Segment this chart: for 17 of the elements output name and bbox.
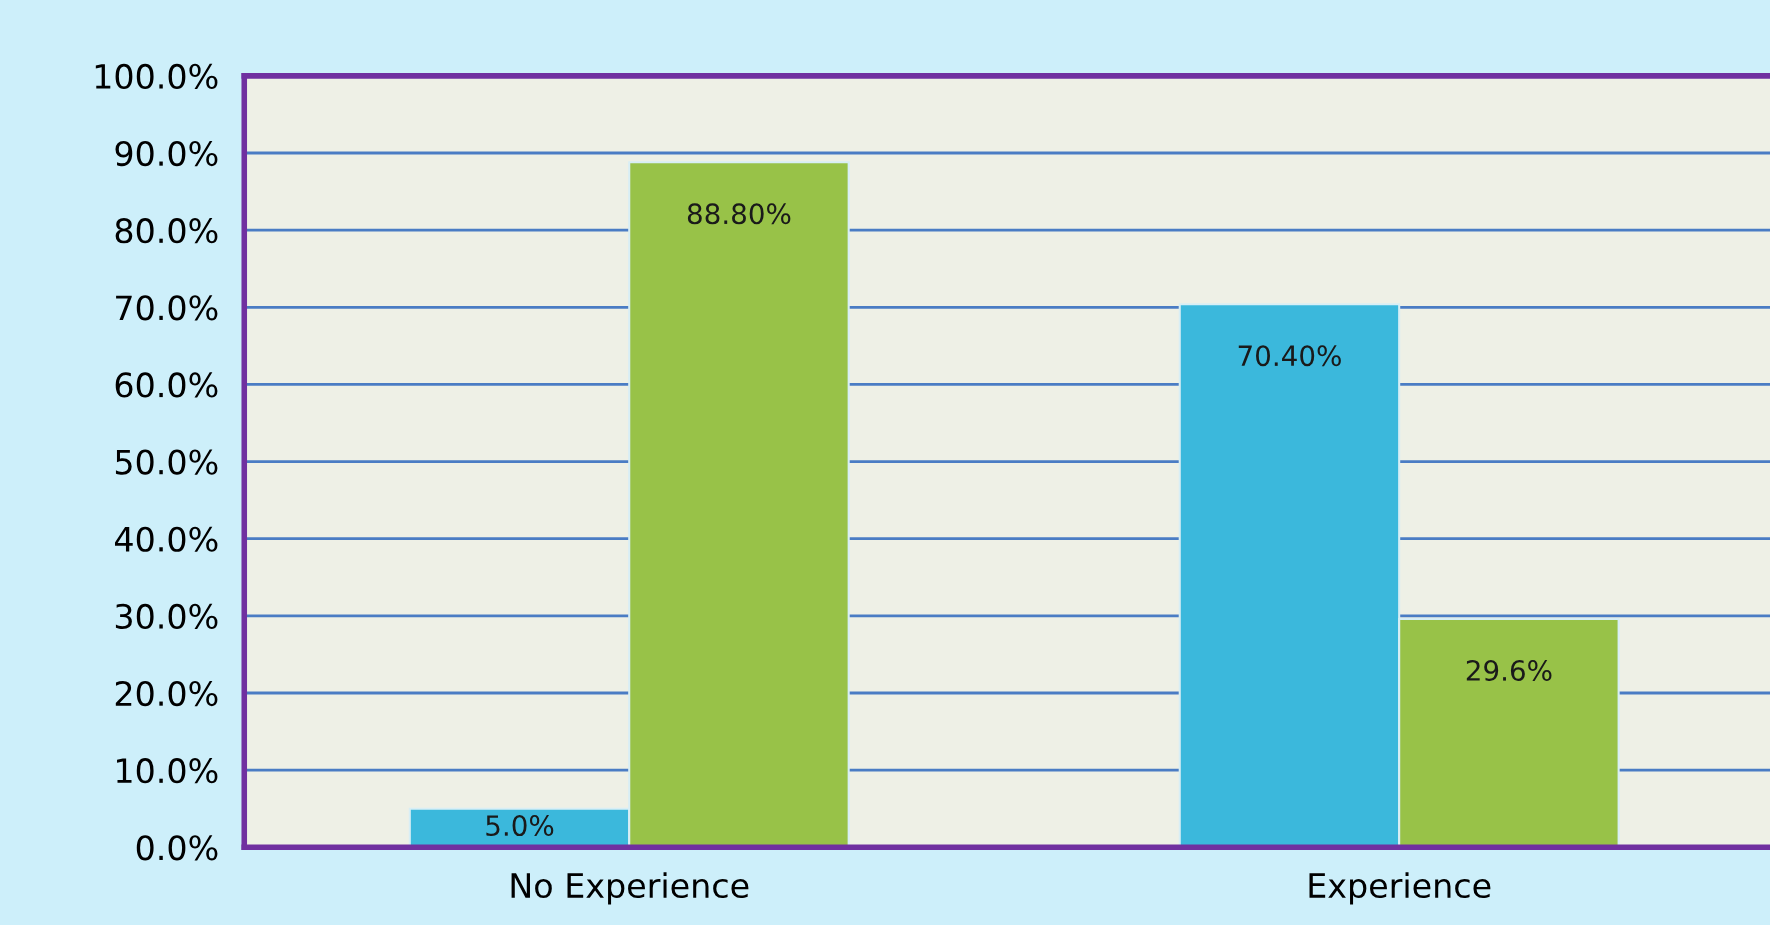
y-tick-label: 20.0% — [115, 680, 218, 707]
y-tick-label: 30.0% — [115, 603, 218, 629]
y-tick-label: 50.0% — [115, 449, 218, 475]
data-label: 88.80% — [687, 203, 791, 225]
x-tick-label: Experience — [1309, 872, 1491, 905]
y-tick-label: 10.0% — [117, 758, 218, 784]
y-tick-label: 70.0% — [116, 295, 218, 321]
y-tick-label: 40.0% — [115, 526, 218, 552]
y-tick-label: 80.0% — [115, 218, 218, 244]
data-label: 5.0% — [486, 815, 554, 837]
data-label: 29.6% — [1466, 660, 1552, 682]
data-label: 70.40% — [1238, 345, 1341, 367]
x-tick-label: No Experience — [511, 872, 749, 905]
y-tick-label: 90.0% — [115, 140, 218, 167]
y-tick-label: 0.0% — [136, 835, 218, 861]
y-tick-label: 100.0% — [95, 63, 218, 89]
y-tick-label: 60.0% — [115, 372, 218, 398]
